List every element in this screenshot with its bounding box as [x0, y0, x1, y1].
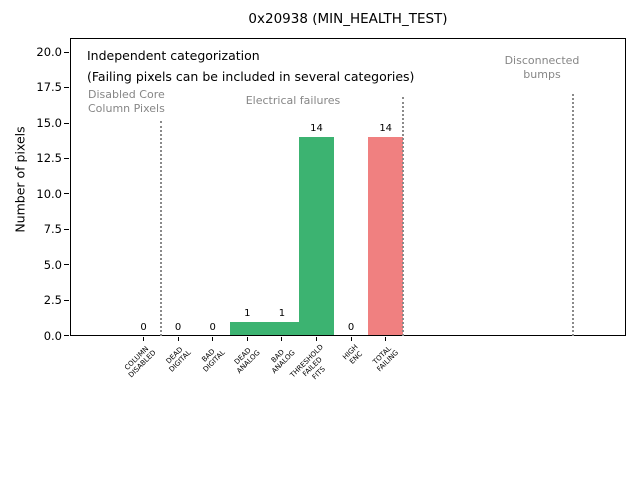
y-tick-label: 7.5 — [43, 222, 62, 237]
y-tick-label: 17.5 — [36, 80, 62, 95]
bar-total-failing — [368, 137, 403, 335]
plot-area — [70, 38, 626, 336]
x-tick-mark — [350, 337, 352, 341]
y-tick-label: 20.0 — [36, 44, 62, 59]
bar-value-label: 14 — [310, 123, 323, 135]
x-tick-mark — [385, 337, 387, 341]
y-tick-mark — [64, 193, 69, 195]
group-label-electrical-failures: Electrical failures — [245, 94, 341, 107]
group-label-disconnected-bumps: Disconnected bumps — [504, 54, 580, 81]
x-tick-label: DEAD ANALOG — [232, 346, 262, 376]
y-tick-label: 5.0 — [43, 257, 62, 272]
x-tick-mark — [212, 337, 214, 341]
bar-category-3 — [230, 321, 265, 335]
y-tick-label: 2.5 — [43, 293, 62, 308]
chart-title: 0x20938 (MIN_HEALTH_TEST) — [248, 11, 448, 27]
annotation-failing-pixels-note: (Failing pixels can be included in sever… — [87, 69, 415, 84]
bar-value-label: 0 — [140, 322, 147, 333]
bar-value-label: 14 — [379, 123, 393, 135]
y-tick-mark — [64, 158, 69, 160]
bar-value-label: 0 — [347, 322, 355, 333]
y-tick-mark — [64, 299, 69, 301]
y-tick-mark — [64, 228, 69, 230]
x-tick-mark — [177, 337, 179, 341]
x-tick-label: BAD DIGITAL — [200, 347, 228, 374]
bar-category-4 — [264, 321, 300, 335]
x-tick-label: DEAD DIGITAL — [164, 345, 193, 374]
y-tick-label: 0.0 — [43, 328, 62, 343]
x-tick-mark — [246, 337, 248, 341]
y-axis-label: Number of pixels — [12, 126, 28, 233]
x-tick-label: THRESHOLD FAILED FITS — [288, 343, 327, 382]
x-tick-label: COLUMN DISABLED — [123, 344, 159, 380]
bar-value-label: 0 — [209, 322, 216, 333]
x-tick-mark — [281, 337, 283, 341]
group-separator — [159, 121, 162, 336]
y-tick-mark — [64, 264, 69, 266]
y-tick-label: 12.5 — [36, 151, 62, 166]
bar-value-label: 0 — [174, 322, 182, 333]
x-tick-mark — [315, 337, 317, 341]
group-separator — [571, 94, 574, 336]
group-separator — [402, 97, 404, 336]
y-tick-label: 15.0 — [36, 115, 62, 130]
bar-value-label: 1 — [278, 307, 286, 319]
x-tick-label: HIGH ENC — [341, 343, 365, 367]
bar-category-5 — [299, 137, 334, 335]
y-tick-mark — [64, 335, 69, 337]
x-tick-mark — [142, 337, 144, 341]
y-tick-mark — [64, 51, 69, 53]
x-tick-label: TOTAL FAILING — [371, 344, 401, 374]
bar-value-label: 1 — [244, 307, 251, 319]
annotation-independent-categorization: Independent categorization — [87, 48, 260, 63]
y-tick-label: 10.0 — [36, 186, 62, 201]
y-tick-mark — [64, 87, 69, 89]
y-tick-mark — [64, 122, 69, 124]
group-label-disabled-core-column-pixels: Disabled Core Column Pixels — [88, 88, 165, 115]
